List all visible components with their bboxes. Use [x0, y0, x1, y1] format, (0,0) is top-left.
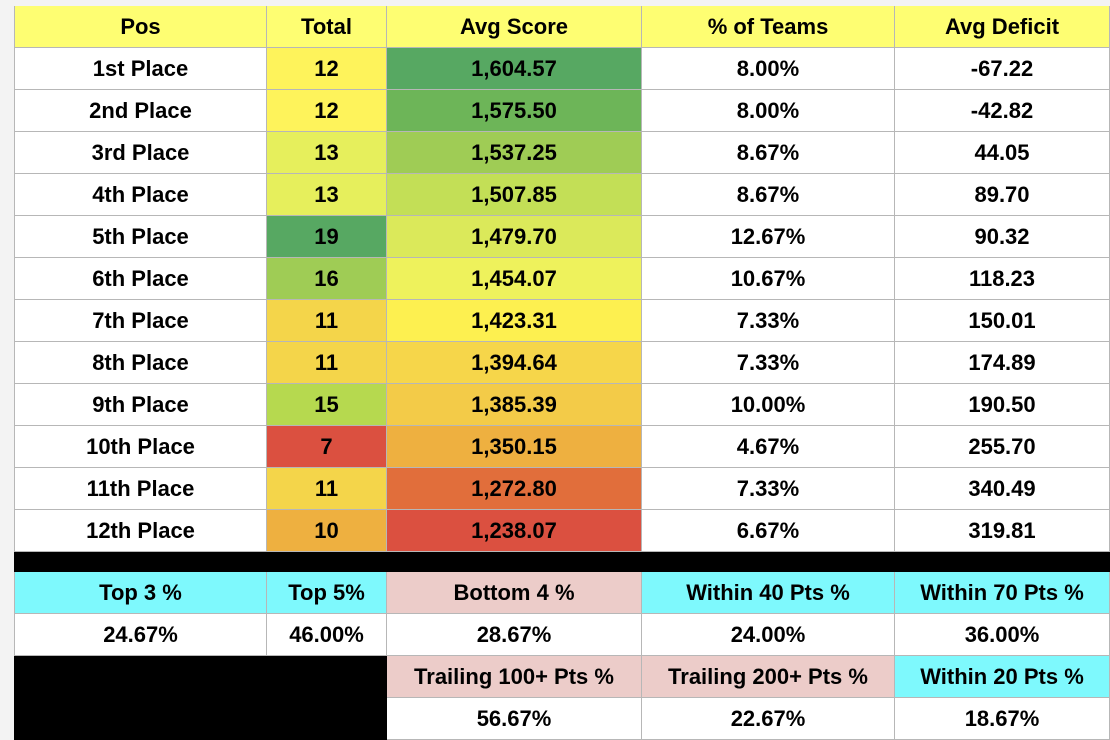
- table-cell: 11: [267, 300, 387, 342]
- table-cell: 118.23: [895, 258, 1110, 300]
- table-cell: 255.70: [895, 426, 1110, 468]
- table-cell: 1,423.31: [387, 300, 642, 342]
- table-cell: 1,238.07: [387, 510, 642, 552]
- table-cell: 13: [267, 132, 387, 174]
- header-cell: Avg Deficit: [895, 6, 1110, 48]
- table-cell: 7.33%: [642, 300, 895, 342]
- summary-label: Within 70 Pts %: [895, 572, 1110, 614]
- table-cell: 19: [267, 216, 387, 258]
- summary-label: Bottom 4 %: [387, 572, 642, 614]
- summary-label: Trailing 100+ Pts %: [387, 656, 642, 698]
- table-cell: 340.49: [895, 468, 1110, 510]
- table-cell: 12th Place: [14, 510, 267, 552]
- summary-value: 28.67%: [387, 614, 642, 656]
- table-cell: 8.67%: [642, 174, 895, 216]
- summary-value: 24.67%: [14, 614, 267, 656]
- table-cell: 16: [267, 258, 387, 300]
- table-cell: 7.33%: [642, 468, 895, 510]
- table-cell: 1,385.39: [387, 384, 642, 426]
- summary-label: Within 40 Pts %: [642, 572, 895, 614]
- summary-label: Top 5%: [267, 572, 387, 614]
- table-cell: 7th Place: [14, 300, 267, 342]
- table-cell: 11: [267, 468, 387, 510]
- header-cell: Total: [267, 6, 387, 48]
- table-cell: 1,537.25: [387, 132, 642, 174]
- table-cell: 150.01: [895, 300, 1110, 342]
- summary-value: 24.00%: [642, 614, 895, 656]
- table-cell: 1,350.15: [387, 426, 642, 468]
- table-cell: 4.67%: [642, 426, 895, 468]
- table-cell: 1,575.50: [387, 90, 642, 132]
- summary-value: 56.67%: [387, 698, 642, 740]
- table-cell: 8.67%: [642, 132, 895, 174]
- black-fill: [14, 552, 1110, 572]
- summary-value: 18.67%: [895, 698, 1110, 740]
- table-cell: 12: [267, 48, 387, 90]
- header-cell: % of Teams: [642, 6, 895, 48]
- table-cell: 12.67%: [642, 216, 895, 258]
- summary-value: 46.00%: [267, 614, 387, 656]
- summary-label: Trailing 200+ Pts %: [642, 656, 895, 698]
- header-cell: Pos: [14, 6, 267, 48]
- table-cell: 1,272.80: [387, 468, 642, 510]
- black-fill: [14, 656, 387, 740]
- table-cell: 10.67%: [642, 258, 895, 300]
- table-cell: 89.70: [895, 174, 1110, 216]
- table-cell: 1,454.07: [387, 258, 642, 300]
- table-cell: 11: [267, 342, 387, 384]
- summary-value: 22.67%: [642, 698, 895, 740]
- table-cell: 1,507.85: [387, 174, 642, 216]
- summary-label: Within 20 Pts %: [895, 656, 1110, 698]
- table-cell: 90.32: [895, 216, 1110, 258]
- table-cell: 319.81: [895, 510, 1110, 552]
- table-cell: 10: [267, 510, 387, 552]
- summary-value: 36.00%: [895, 614, 1110, 656]
- table-cell: 6th Place: [14, 258, 267, 300]
- table-cell: 7.33%: [642, 342, 895, 384]
- table-cell: 8.00%: [642, 90, 895, 132]
- table-cell: 2nd Place: [14, 90, 267, 132]
- table-cell: 12: [267, 90, 387, 132]
- table-cell: 1,479.70: [387, 216, 642, 258]
- table-cell: 13: [267, 174, 387, 216]
- header-cell: Avg Score: [387, 6, 642, 48]
- table-cell: 5th Place: [14, 216, 267, 258]
- table-cell: 11th Place: [14, 468, 267, 510]
- table-cell: 1,394.64: [387, 342, 642, 384]
- table-cell: -67.22: [895, 48, 1110, 90]
- table-cell: 3rd Place: [14, 132, 267, 174]
- table-cell: 10.00%: [642, 384, 895, 426]
- table-cell: 8.00%: [642, 48, 895, 90]
- table-cell: 174.89: [895, 342, 1110, 384]
- table-cell: 190.50: [895, 384, 1110, 426]
- table-cell: 15: [267, 384, 387, 426]
- table-cell: 1,604.57: [387, 48, 642, 90]
- table-cell: 8th Place: [14, 342, 267, 384]
- table-cell: 9th Place: [14, 384, 267, 426]
- table-cell: 7: [267, 426, 387, 468]
- table-cell: 6.67%: [642, 510, 895, 552]
- summary-label: Top 3 %: [14, 572, 267, 614]
- table-cell: 4th Place: [14, 174, 267, 216]
- table-cell: 1st Place: [14, 48, 267, 90]
- table-cell: -42.82: [895, 90, 1110, 132]
- table-cell: 10th Place: [14, 426, 267, 468]
- table-cell: 44.05: [895, 132, 1110, 174]
